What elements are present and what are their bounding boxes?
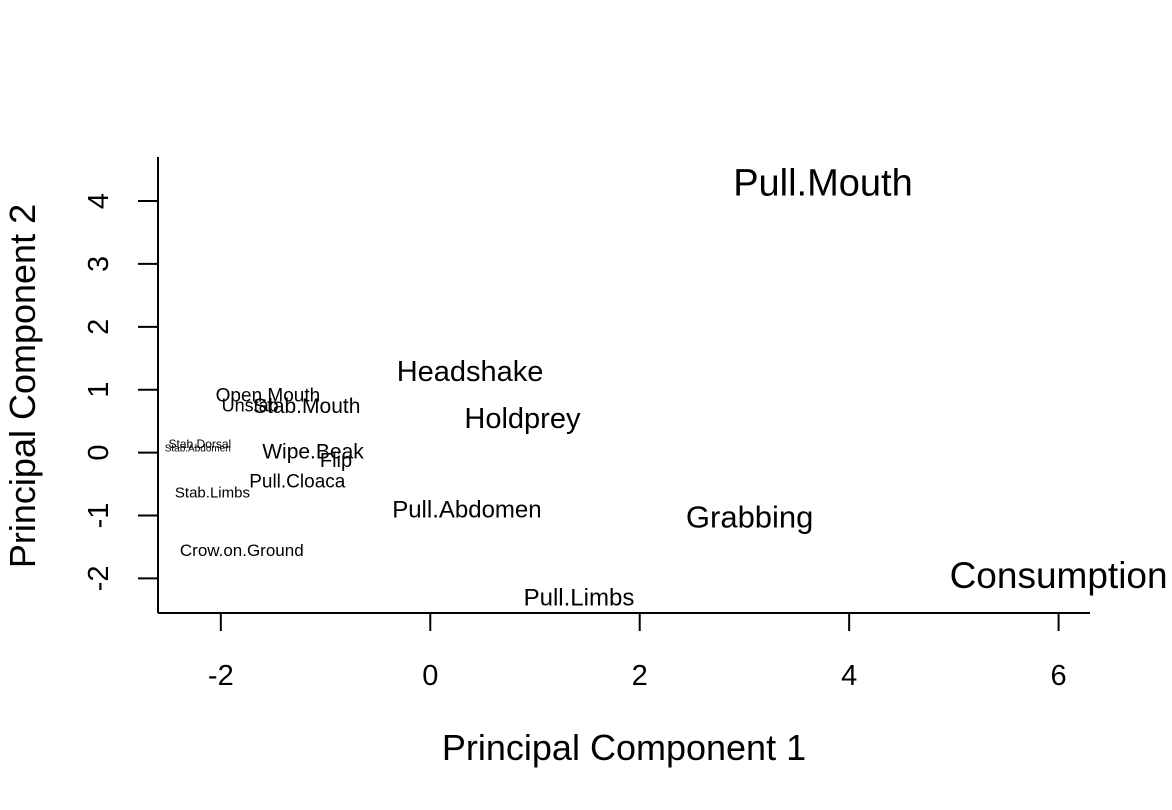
point-label: Stab.Dorsal (169, 437, 232, 451)
x-axis-label: Principal Component 1 (442, 727, 806, 768)
y-tick-label: -2 (83, 566, 115, 592)
x-tick-label: -2 (208, 660, 234, 692)
point-labels: Pull.Mouth Consumption Headshake Holdprey Gr… (165, 162, 1168, 611)
y-tick-label: 1 (83, 382, 115, 398)
point-label: Consumption (950, 555, 1168, 596)
point-label: Pull.Cloaca (249, 472, 346, 493)
y-axis-label: Principal Component 2 (2, 204, 43, 568)
y-tick-label: 4 (83, 193, 115, 209)
x-tick-label: 2 (632, 660, 648, 692)
point-label: Wipe.Beak (262, 441, 364, 464)
point-label: Pull.Abdomen (392, 497, 541, 524)
point-label: Unstab (222, 396, 279, 416)
point-label: Pull.Mouth (733, 162, 913, 204)
y-tick-label: 2 (83, 319, 115, 335)
point-label: Stab.Limbs (175, 484, 250, 501)
point-label: Pull.Limbs (524, 585, 635, 612)
x-tick-label: 6 (1051, 660, 1067, 692)
point-label: Stab.Mouth (253, 395, 360, 418)
y-tick-label: -1 (83, 503, 115, 529)
x-tick-label: 4 (841, 660, 857, 692)
x-tick-label: 0 (422, 660, 438, 692)
y-tick-label: 3 (83, 256, 115, 272)
point-label: Stab.Abdomen (165, 444, 231, 455)
point-label: Open.Mouth (216, 385, 321, 406)
axes: -2 0 2 4 6 -2 -1 0 1 2 3 4 (83, 157, 1090, 692)
point-label: Crow.on.Ground (180, 541, 304, 560)
point-label: Holdprey (464, 403, 581, 435)
point-label: Flip (320, 450, 352, 472)
y-tick-label: 0 (83, 445, 115, 461)
point-label: Grabbing (686, 500, 814, 535)
point-label: Headshake (397, 356, 544, 388)
